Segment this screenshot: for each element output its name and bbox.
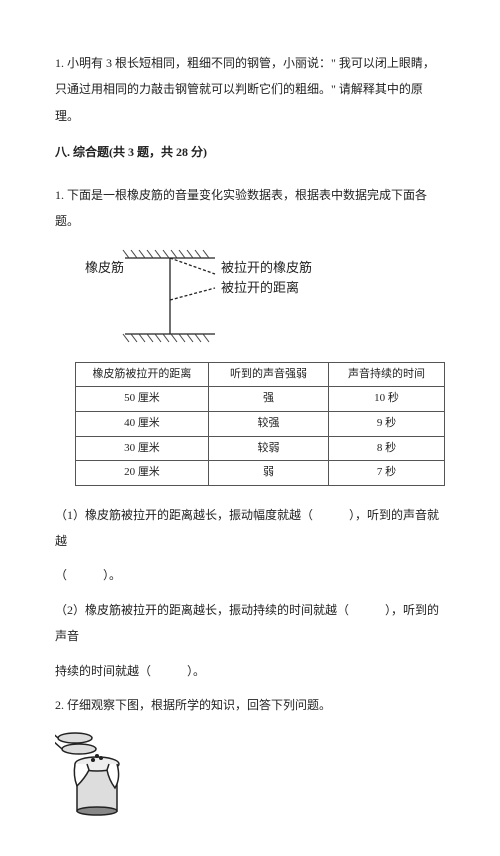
section-heading: 八. 综合题(共 3 题，共 28 分) — [55, 139, 445, 165]
cell: 50 厘米 — [76, 387, 209, 412]
text: ）。 — [187, 664, 205, 678]
label-band: 橡皮筋 — [85, 260, 124, 275]
cell: 40 厘米 — [76, 411, 209, 436]
cell: 20 厘米 — [76, 461, 209, 486]
table-header-row: 橡皮筋被拉开的距离 听到的声音强弱 声音持续的时间 — [76, 362, 445, 387]
table-row: 20 厘米 弱 7 秒 — [76, 461, 445, 486]
cell: 较强 — [208, 411, 328, 436]
question-2-intro: 1. 下面是一根橡皮筋的音量变化实验数据表，根据表中数据完成下面各题。 — [55, 182, 445, 235]
data-table: 橡皮筋被拉开的距离 听到的声音强弱 声音持续的时间 50 厘米 强 10 秒 4… — [75, 362, 445, 486]
table-row: 50 厘米 强 10 秒 — [76, 387, 445, 412]
sub-question-1: （1）橡皮筋被拉开的距离越长，振动幅度就越（），听到的声音就越 — [55, 502, 445, 555]
question-1: 1. 小明有 3 根长短相同，粗细不同的钢管，小丽说：" 我可以闭上眼睛，只通过… — [55, 50, 445, 129]
cell: 30 厘米 — [76, 436, 209, 461]
text: （2）橡皮筋被拉开的距离越长，振动持续的时间就越（ — [55, 603, 349, 617]
cell: 较弱 — [208, 436, 328, 461]
cell: 弱 — [208, 461, 328, 486]
text: （ — [55, 568, 67, 582]
table-row: 30 厘米 较弱 8 秒 — [76, 436, 445, 461]
table-row: 40 厘米 较强 9 秒 — [76, 411, 445, 436]
cell: 7 秒 — [329, 461, 445, 486]
cell: 9 秒 — [329, 411, 445, 436]
cell: 8 秒 — [329, 436, 445, 461]
sub-question-1-line2: （ ）。 — [55, 562, 445, 588]
sub-question-2: （2）橡皮筋被拉开的距离越长，振动持续的时间就越（），听到的声音 — [55, 597, 445, 650]
question-1-text: 1. 小明有 3 根长短相同，粗细不同的钢管，小丽说：" 我可以闭上眼睛，只通过… — [55, 56, 435, 123]
sub-question-2-line2: 持续的时间就越（ ）。 — [55, 658, 445, 684]
label-distance: 被拉开的距离 — [221, 280, 299, 295]
text: ）。 — [103, 568, 121, 582]
col-header: 声音持续的时间 — [329, 362, 445, 387]
col-header: 橡皮筋被拉开的距离 — [76, 362, 209, 387]
question-3-intro: 2. 仔细观察下图，根据所学的知识，回答下列问题。 — [55, 692, 445, 718]
col-header: 听到的声音强弱 — [208, 362, 328, 387]
cell: 10 秒 — [329, 387, 445, 412]
text: （1）橡皮筋被拉开的距离越长，振动幅度就越（ — [55, 508, 313, 522]
cell: 强 — [208, 387, 328, 412]
text: 持续的时间就越（ — [55, 664, 151, 678]
drum-diagram — [55, 726, 445, 825]
label-stretched: 被拉开的橡皮筋 — [221, 260, 312, 275]
rubber-band-diagram: 橡皮筋 被拉开的橡皮筋 被拉开的距离 — [85, 244, 445, 353]
